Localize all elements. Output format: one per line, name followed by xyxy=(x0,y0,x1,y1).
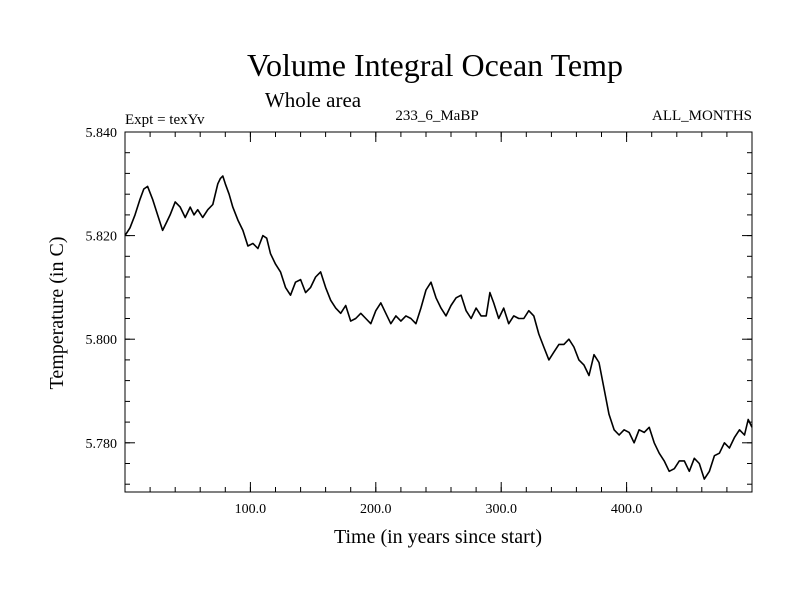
series-layer xyxy=(124,175,753,480)
axis-ticks: 100.0 200.0 300.0 400.0 5.780 5.800 5.820 5.840 xyxy=(86,126,752,517)
y-axis-label: Temperature (in C) xyxy=(46,237,68,390)
y-tick-label: 5.800 xyxy=(86,333,118,348)
x-tick-label: 400.0 xyxy=(611,502,643,517)
chart-subtitle: Whole area xyxy=(265,88,362,112)
run-label: 233_6_MaBP xyxy=(395,108,478,124)
x-tick-label: 100.0 xyxy=(235,502,267,517)
y-tick-label: 5.780 xyxy=(86,437,118,452)
x-axis-label: Time (in years since start) xyxy=(334,526,542,548)
x-tick-label: 200.0 xyxy=(360,502,392,517)
y-tick-label: 5.840 xyxy=(86,126,118,141)
y-tick-label: 5.820 xyxy=(86,230,118,245)
x-tick-label: 300.0 xyxy=(485,502,517,517)
series-line-0 xyxy=(124,175,753,480)
months-label: ALL_MONTHS xyxy=(652,108,752,124)
experiment-label: Expt = texYv xyxy=(125,112,205,128)
plot-frame xyxy=(124,131,753,493)
chart-title: Volume Integral Ocean Temp xyxy=(247,47,623,83)
